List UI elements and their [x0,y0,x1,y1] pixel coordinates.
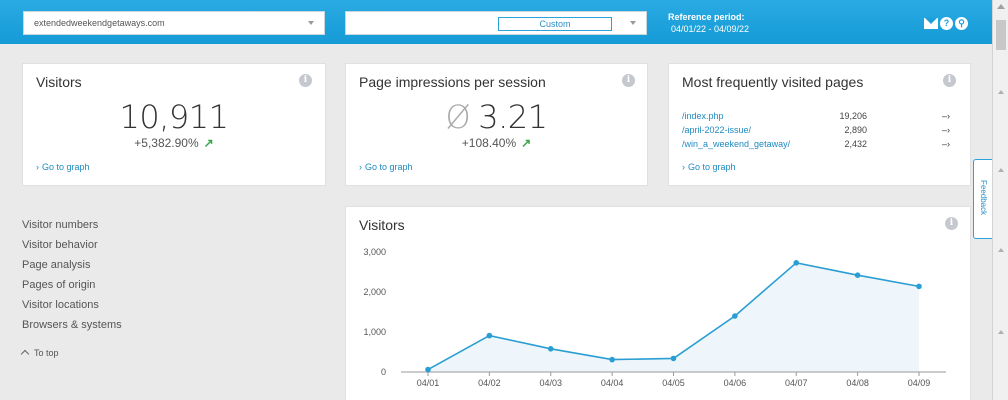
sidebar-item-page-analysis[interactable]: Page analysis [22,259,91,271]
scroll-mark-icon [998,248,1004,252]
to-top-link[interactable]: To top [20,348,59,359]
trend-up-icon: ↗ [203,136,214,150]
average-icon: Ø [445,98,471,136]
sidebar-item-visitor-locations[interactable]: Visitor locations [22,299,99,311]
link-icon[interactable]: ⚲ [955,17,968,30]
scroll-up-arrow-icon[interactable] [997,4,1005,9]
site-select-value: extendedweekendgetaways.com [34,18,165,28]
arrow-right-icon[interactable]: –› [942,139,951,149]
visitors-delta: +5,382.90% ↗ [23,136,325,150]
sidebar-nav: Visitor numbers Visitor behavior Page an… [22,218,122,338]
y-tick-label: 2,000 [363,287,386,297]
go-to-graph-link[interactable]: › Go to graph [36,162,90,172]
page-link[interactable]: /april-2022-issue/ [682,125,752,135]
arrow-right-icon[interactable]: –› [942,125,951,135]
header-icons: ? ⚲ [924,17,968,30]
sidebar-item-browsers-systems[interactable]: Browsers & systems [22,319,122,331]
list-item[interactable]: /index.php 19,206 –› [682,111,958,123]
chevron-right-icon: › [359,162,362,172]
data-point [486,332,493,339]
impressions-value: 3.21 [478,98,548,136]
go-to-graph-label: Go to graph [365,162,413,172]
go-to-graph-label: Go to graph [42,162,90,172]
chevron-right-icon: › [36,162,39,172]
y-tick-label: 0 [381,367,386,377]
visitors-chart: 3,000 2,000 1,000 0 04/01 04/02 04/03 04/04 04/0… [363,247,946,388]
chevron-down-icon [308,21,314,25]
x-tick-label: 04/05 [662,378,685,388]
data-point [609,356,615,363]
trend-up-icon: ↗ [521,136,532,150]
card-title: Most frequently visited pages [682,74,864,90]
x-tick-label: 04/09 [908,378,931,388]
impressions-delta: +108.40% ↗ [346,136,647,150]
list-item[interactable]: /april-2022-issue/ 2,890 –› [682,125,958,137]
help-icon[interactable]: ? [940,17,953,30]
chart-title: Visitors [359,217,405,233]
info-icon[interactable]: i [945,217,958,230]
page-count: 2,890 [844,125,867,135]
impressions-card: Page impressions per session i Ø 3.21 +10… [345,63,648,186]
impressions-value-wrap: Ø 3.21 [346,98,647,136]
scroll-mark-icon [998,330,1004,334]
card-title: Page impressions per session [359,74,546,90]
x-tick-label: 04/03 [539,378,562,388]
delta-value: +5,382.90% [134,136,199,150]
x-tick-label: 04/04 [601,378,624,388]
info-icon[interactable]: i [299,74,312,87]
sidebar-item-visitor-behavior[interactable]: Visitor behavior [22,239,98,251]
go-to-graph-link[interactable]: › Go to graph [682,162,736,172]
list-item[interactable]: /win_a_weekend_getaway/ 2,432 –› [682,139,958,151]
feedback-tab[interactable]: Feedback [973,159,992,239]
go-to-graph-label: Go to graph [688,162,736,172]
period-select[interactable]: Custom [345,11,647,35]
chevron-up-icon [20,349,30,359]
data-point [732,313,738,319]
sidebar-item-visitor-numbers[interactable]: Visitor numbers [22,219,99,231]
data-point [547,346,554,352]
visitors-chart-card: Visitors i 3,000 2,000 1,000 0 04/01 04/02 04/… [345,206,971,400]
data-point [670,355,677,362]
x-tick-label: 04/02 [478,378,501,388]
y-tick-label: 3,000 [363,247,386,257]
page-count: 2,432 [844,139,867,149]
info-icon[interactable]: i [622,74,635,87]
reference-period-label: Reference period: [668,12,745,22]
x-tick-label: 04/06 [724,378,747,388]
top-pages-card: Most frequently visited pages i /index.p… [668,63,971,186]
feedback-label: Feedback [979,180,988,216]
visitors-card: Visitors i 10,911 +5,382.90% ↗ › Go to gra… [22,63,326,186]
delta-value: +108.40% [461,136,517,150]
page-scrollbar[interactable] [992,0,1008,400]
period-select-value: Custom [498,17,612,31]
x-tick-label: 04/07 [785,378,808,388]
scroll-mark-icon [998,168,1004,172]
sidebar-item-pages-of-origin[interactable]: Pages of origin [22,279,96,291]
page-link[interactable]: /win_a_weekend_getaway/ [682,139,791,149]
data-point [793,260,800,266]
y-tick-label: 1,000 [363,327,386,337]
data-point [854,272,861,278]
arrow-right-icon[interactable]: –› [942,111,951,121]
site-select[interactable]: extendedweekendgetaways.com [23,11,325,35]
go-to-graph-link[interactable]: › Go to graph [359,162,413,172]
x-tick-label: 04/08 [846,378,869,388]
scroll-thumb[interactable] [996,20,1006,50]
x-tick-label: 04/01 [417,378,440,388]
to-top-label: To top [34,348,59,358]
page-link[interactable]: /index.php [682,111,724,121]
card-title: Visitors [36,74,82,90]
reference-period-range[interactable]: 04/01/22 - 04/09/22 [671,24,750,34]
chevron-right-icon: › [682,162,685,172]
scroll-mark-icon [998,90,1004,94]
mail-icon[interactable] [924,18,938,29]
data-point [916,283,922,290]
series-area [428,262,919,372]
chevron-down-icon [630,21,636,25]
top-bar: extendedweekendgetaways.com Custom Refer… [0,0,992,44]
page-count: 19,206 [839,111,867,121]
info-icon[interactable]: i [943,74,956,87]
data-point [425,366,431,373]
visitors-total: 10,911 [119,98,229,136]
